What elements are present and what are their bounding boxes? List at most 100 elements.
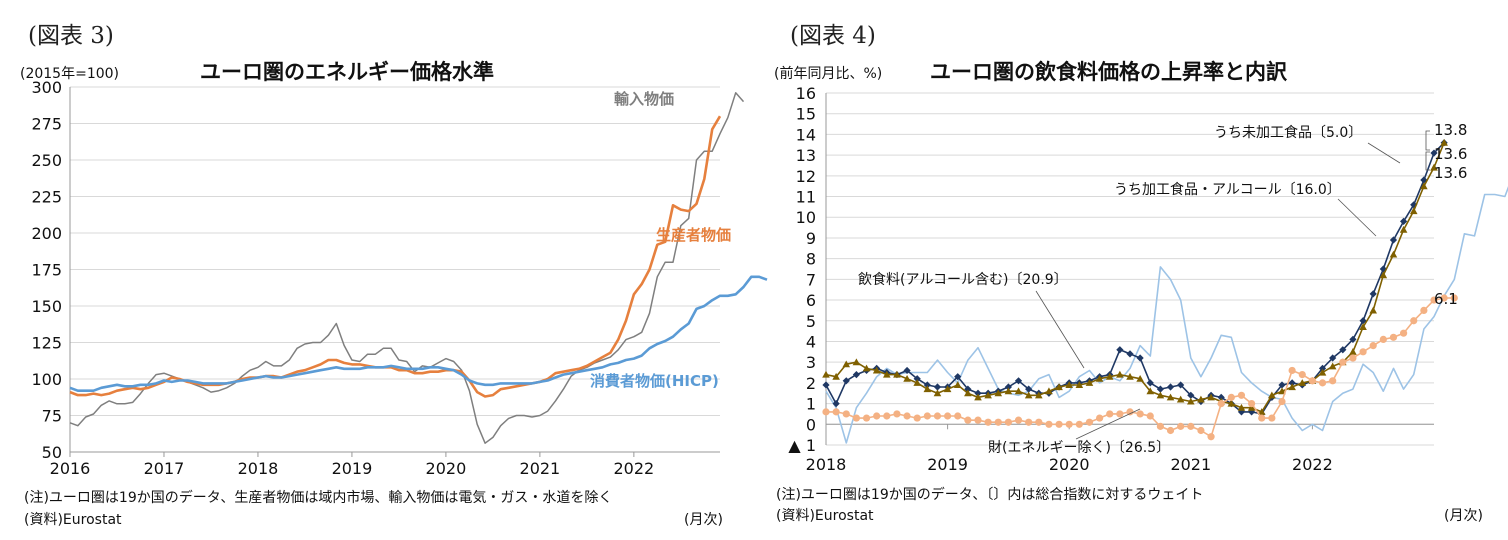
- data-point: [1156, 391, 1165, 399]
- x-tick-label: 2022: [1292, 455, 1333, 474]
- data-point: [1197, 395, 1205, 403]
- data-point: [1136, 410, 1144, 418]
- data-point: [1045, 420, 1053, 428]
- data-point: [842, 377, 850, 385]
- data-point: [1258, 414, 1266, 422]
- data-point: [1318, 368, 1327, 376]
- data-point: [1156, 422, 1164, 430]
- series-label: 輸入物価: [614, 90, 674, 108]
- data-point: [1359, 323, 1367, 331]
- data-point: [1409, 207, 1418, 215]
- y-tick-label: 75: [42, 407, 62, 426]
- data-point: [1420, 182, 1428, 190]
- data-point: [1035, 418, 1043, 426]
- data-point: [1430, 296, 1438, 304]
- data-point: [1278, 387, 1286, 395]
- data-point: [1197, 426, 1205, 435]
- end-value-label: 13.6: [1434, 164, 1467, 182]
- data-point: [1298, 371, 1306, 379]
- data-point: [1379, 265, 1387, 273]
- data-point: [1410, 317, 1418, 325]
- data-point: [1318, 364, 1327, 372]
- data-point: [1166, 426, 1175, 435]
- data-point: [1248, 399, 1256, 408]
- series-label: 飲食料(アルコール含む)〔20.9〕: [858, 271, 1068, 288]
- data-point: [954, 373, 962, 381]
- data-point: [974, 389, 982, 397]
- data-point: [1379, 335, 1387, 343]
- y-axis-unit: (前年同月比、%): [774, 66, 883, 82]
- data-point: [1227, 393, 1235, 401]
- data-point: [903, 412, 911, 420]
- data-point: [1339, 358, 1347, 366]
- y-tick-label: ▲ 1: [788, 436, 816, 455]
- data-point: [883, 370, 891, 378]
- y-tick-label: 6: [806, 291, 816, 310]
- y-axis-unit: (2015年=100): [20, 66, 120, 82]
- data-point: [1237, 391, 1246, 399]
- data-point: [974, 416, 982, 424]
- data-point: [1389, 250, 1398, 258]
- end-value-label: 13.6: [1434, 145, 1467, 163]
- data-point: [1035, 391, 1043, 399]
- leader-line: [1337, 198, 1377, 237]
- x-tick-label: 2020: [1049, 455, 1090, 474]
- y-tick-label: 4: [806, 332, 816, 351]
- end-bracket: [1425, 151, 1430, 171]
- y-tick-label: 15: [796, 105, 816, 124]
- data-point: [852, 371, 860, 379]
- data-point: [994, 389, 1003, 397]
- data-point: [1126, 372, 1134, 380]
- data-point: [1105, 372, 1114, 380]
- data-point: [1156, 385, 1164, 393]
- data-point: [933, 412, 942, 420]
- data-point: [1400, 217, 1408, 225]
- data-point: [1055, 420, 1063, 428]
- figure-number: (図表 3): [28, 23, 114, 49]
- series-label: うち未加工食品〔5.0〕: [1214, 124, 1362, 141]
- series-line: [825, 186, 1508, 444]
- data-point: [1085, 379, 1094, 386]
- data-point: [1389, 333, 1398, 341]
- end-value-label: 13.8: [1434, 121, 1467, 139]
- data-point: [872, 366, 881, 374]
- series-line: [69, 275, 768, 393]
- series-label: 財(エネルギー除く)〔26.5〕: [988, 440, 1170, 456]
- leader-line: [1075, 408, 1141, 440]
- data-point: [953, 381, 962, 388]
- data-point: [1187, 391, 1195, 399]
- data-point: [883, 412, 891, 420]
- data-point: [873, 412, 881, 420]
- data-point: [1339, 346, 1347, 354]
- x-axis-unit: (月次): [684, 512, 723, 528]
- data-point: [1177, 422, 1185, 430]
- leader-line: [1367, 142, 1401, 164]
- data-point: [862, 414, 871, 422]
- data-point: [1085, 418, 1094, 426]
- y-tick-label: 0: [806, 415, 816, 434]
- data-point: [842, 410, 850, 418]
- x-tick-label: 2018: [806, 455, 847, 474]
- data-point: [903, 374, 911, 382]
- data-point: [1176, 395, 1185, 403]
- data-point: [1106, 410, 1114, 418]
- x-tick-label: 2022: [613, 459, 654, 478]
- y-tick-label: 125: [31, 334, 62, 353]
- data-point: [1055, 383, 1063, 391]
- data-point: [832, 372, 840, 380]
- data-point: [923, 385, 932, 393]
- y-tick-label: 11: [796, 188, 816, 207]
- data-point: [1359, 348, 1367, 356]
- data-point: [1065, 381, 1073, 388]
- series-line: [69, 115, 722, 398]
- data-point: [1349, 335, 1357, 343]
- data-point: [1116, 410, 1124, 418]
- data-point: [1126, 350, 1134, 358]
- data-point: [1075, 381, 1084, 388]
- data-point: [1025, 385, 1033, 393]
- data-point: [1328, 362, 1337, 370]
- x-tick-label: 2019: [332, 459, 373, 478]
- y-tick-label: 1: [806, 395, 816, 414]
- data-point: [1004, 418, 1012, 426]
